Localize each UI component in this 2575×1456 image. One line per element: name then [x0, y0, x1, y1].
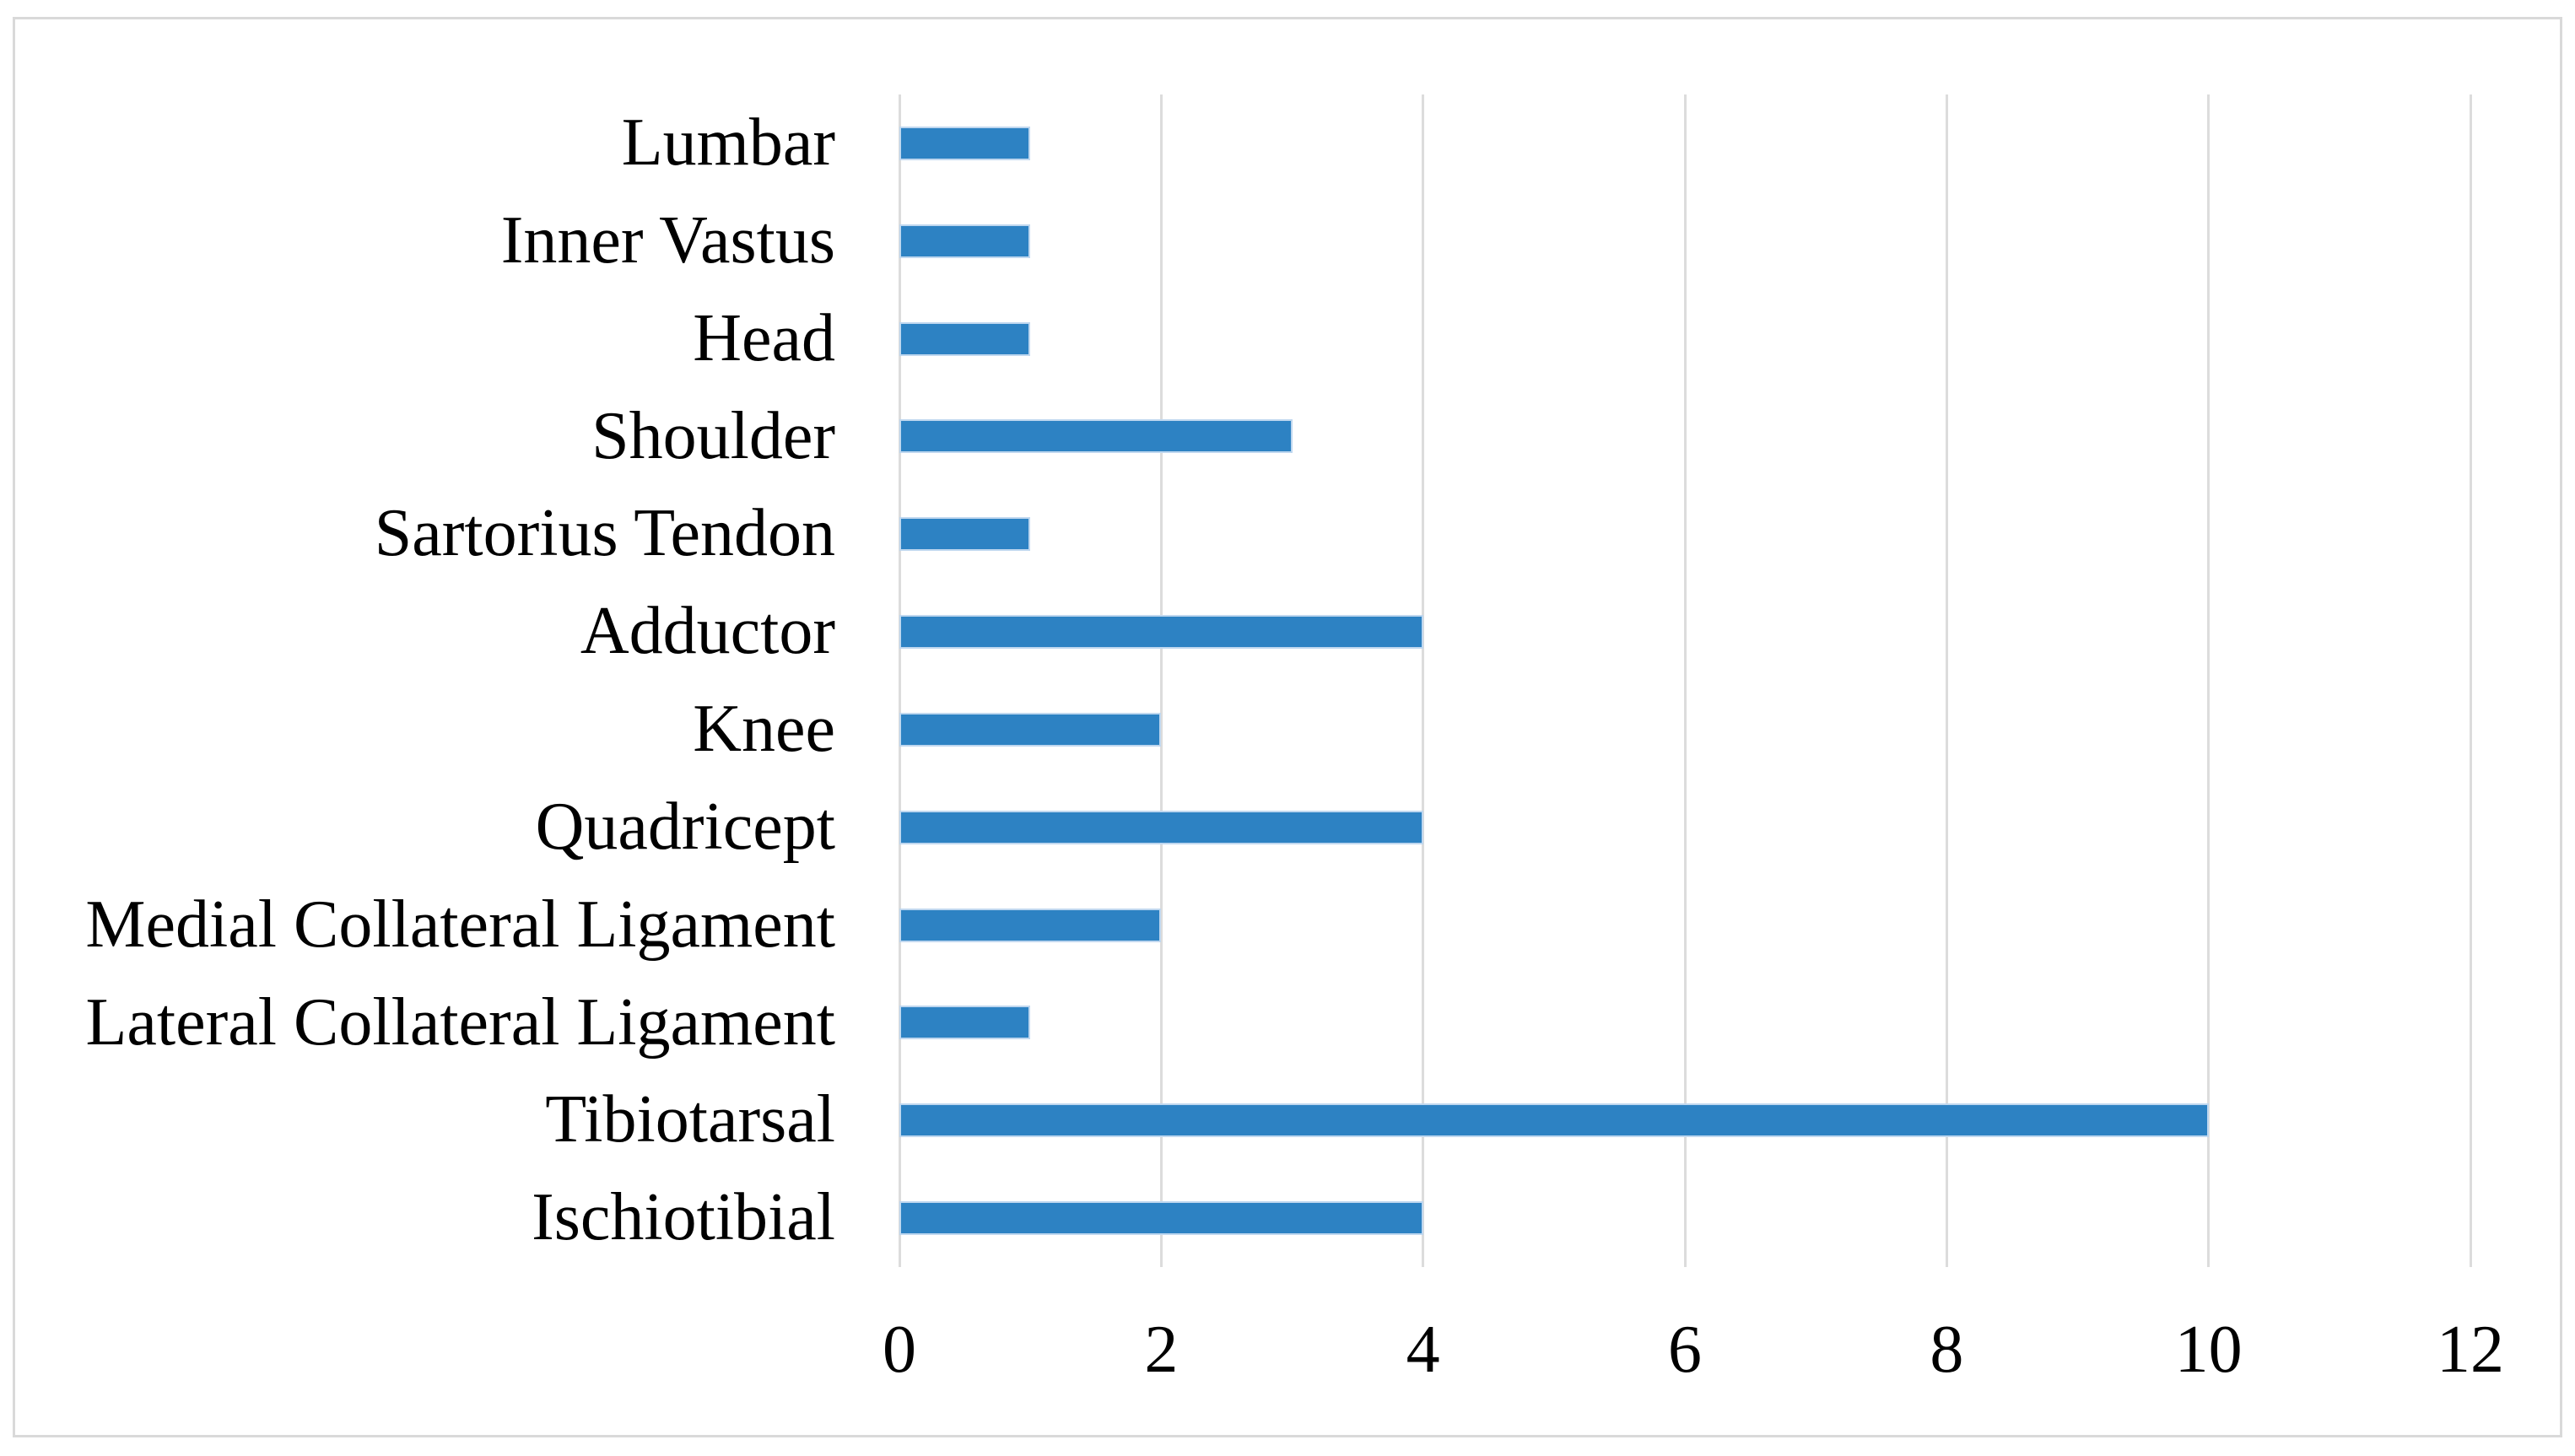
category-label: Shoulder [591, 398, 835, 473]
x-tick-label-6: 6 [1668, 1313, 1702, 1387]
category-label: Tibiotarsal [545, 1082, 835, 1157]
bar-sartorius-tendon [899, 517, 1031, 552]
gridline-x-6 [1683, 94, 1687, 1267]
bar-lateral-collateral-ligament [899, 1006, 1031, 1040]
gridline-x-10 [2207, 94, 2211, 1267]
bar-knee [899, 712, 1162, 747]
bar-head [899, 321, 1031, 356]
category-label: Sartorius Tendon [374, 496, 835, 571]
gridline-x-8 [1945, 94, 1948, 1267]
category-label: Knee [693, 692, 835, 766]
chart-border-frame [13, 17, 2562, 1437]
bar-adductor [899, 615, 1423, 650]
plot-area [898, 94, 2472, 1267]
bar-ischiotibial [899, 1201, 1423, 1236]
bar-lumbar [899, 126, 1031, 160]
category-label: Head [693, 300, 835, 375]
x-tick-label-10: 10 [2174, 1313, 2243, 1387]
bar-quadricept [899, 810, 1423, 844]
bar-inner-vastus [899, 224, 1031, 258]
bar-shoulder [899, 419, 1293, 454]
category-label: Lateral Collateral Ligament [85, 984, 835, 1060]
x-tick-label-0: 0 [883, 1313, 916, 1387]
category-axis-labels: Lumbar Inner Vastus Head Shoulder Sartorius … [34, 94, 835, 1267]
category-label: Ischiotibial [532, 1180, 835, 1255]
category-label: Adductor [580, 594, 835, 669]
x-tick-label-4: 4 [1406, 1313, 1440, 1387]
category-label: Inner Vastus [500, 202, 835, 278]
x-tick-label-8: 8 [1930, 1313, 1964, 1387]
gridline-x-12 [2469, 94, 2472, 1267]
category-label: Lumbar [621, 105, 835, 180]
value-axis-labels: 0 2 4 6 8 10 12 [883, 1313, 2504, 1405]
category-label: Quadricept [535, 789, 835, 864]
x-tick-label-12: 12 [2437, 1313, 2504, 1387]
gridline-x-2 [1159, 94, 1163, 1267]
category-label: Medial Collateral Ligament [85, 887, 835, 962]
x-tick-label-2: 2 [1144, 1313, 1179, 1387]
gridline-x-0 [898, 94, 901, 1267]
bar-medial-collateral-ligament [899, 908, 1162, 942]
gridline-x-4 [1422, 94, 1425, 1267]
bar-tibiotarsal [899, 1103, 2209, 1138]
